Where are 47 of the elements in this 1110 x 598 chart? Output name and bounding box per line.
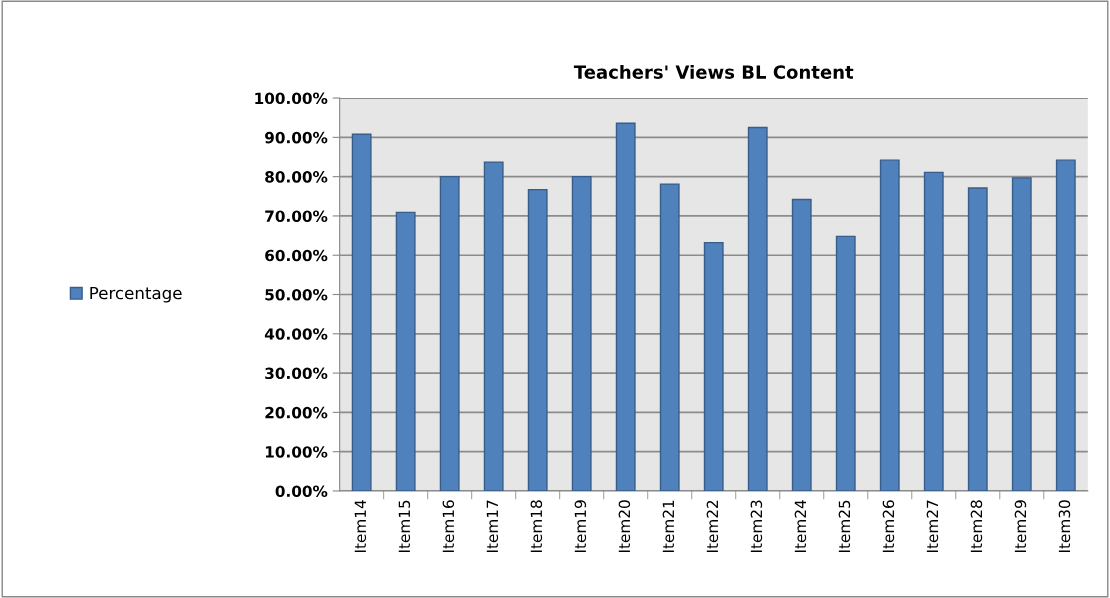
y-tick-label: 40.00%	[264, 328, 328, 340]
bar	[1011, 177, 1032, 491]
bar	[835, 235, 856, 491]
x-tick-label: Item22	[706, 500, 719, 553]
bar	[615, 122, 636, 491]
y-tick-label: 60.00%	[265, 249, 328, 262]
bar	[659, 183, 680, 491]
bar	[527, 188, 548, 491]
x-tick-label: Item18	[530, 500, 543, 553]
y-tick-label: 70.00%	[265, 210, 328, 222]
bar	[351, 133, 372, 491]
bar	[1055, 159, 1076, 491]
y-tick-label: 0.00%	[275, 485, 328, 497]
x-tick-label: Item17	[486, 500, 499, 553]
x-tick-label: Item25	[838, 500, 851, 553]
x-tick-label: Item24	[794, 500, 807, 553]
x-tick-label: Item20	[618, 500, 631, 553]
y-tick-label: 80.00%	[265, 171, 328, 183]
chart-title: Teachers' Views BL Content	[573, 64, 854, 79]
bar	[571, 175, 592, 491]
x-tick-label: Item26	[882, 500, 895, 553]
x-tick-label: Item27	[926, 500, 939, 553]
x-tick-label: Item14	[354, 500, 367, 553]
bar	[967, 187, 988, 491]
y-tick-label: 90.00%	[265, 131, 328, 144]
y-tick-label: 10.00%	[265, 446, 328, 458]
x-tick-label: Item16	[442, 500, 455, 553]
y-tick-label: 50.00%	[265, 288, 328, 301]
x-tick-label: Item30	[1058, 500, 1071, 553]
x-tick-label: Item19	[574, 500, 587, 553]
x-tick-label: Item23	[750, 500, 763, 553]
x-tick-label: Item28	[970, 500, 983, 553]
bar	[439, 175, 460, 491]
bar	[747, 126, 768, 491]
legend-label: Percentage	[90, 286, 182, 303]
bar	[395, 211, 416, 491]
bar	[483, 161, 504, 491]
y-tick-label: 30.00%	[265, 367, 328, 380]
bar	[791, 198, 812, 491]
bar	[879, 159, 900, 491]
y-tick-label: 20.00%	[265, 406, 328, 419]
x-tick-label: Item29	[1014, 500, 1027, 553]
x-tick-label: Item15	[398, 500, 411, 553]
bar	[923, 171, 944, 491]
bar	[703, 241, 724, 491]
x-tick-label: Item21	[662, 500, 675, 553]
y-tick-label: 100.00%	[255, 92, 328, 105]
